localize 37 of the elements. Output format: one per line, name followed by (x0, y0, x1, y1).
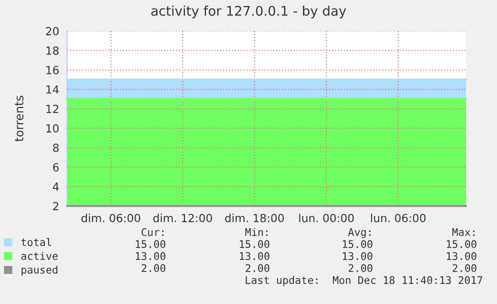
text: Avg: (348, 228, 370, 238)
text: 13.00 (342, 252, 372, 260)
text: 15.00 (342, 240, 372, 248)
text: 2.00 (142, 264, 166, 272)
y-axis-title: torrents (15, 96, 24, 142)
text: Min: (245, 228, 268, 236)
y-tick-label: 8 (53, 144, 59, 152)
text: 15.00 (240, 240, 270, 248)
text: 13.00 (240, 252, 270, 260)
text: Max: (452, 228, 474, 236)
x-tick-label: lun. 00:00 (299, 214, 354, 222)
text: 13.00 (136, 252, 166, 260)
y-tick-label: 14 (46, 85, 59, 94)
x-tick-label: dim. 12:00 (153, 214, 212, 222)
text: 2.00 (348, 264, 372, 272)
text: 2.00 (246, 264, 270, 272)
x-tick-label: lun. 06:00 (371, 214, 426, 222)
y-tick-label: 20 (46, 26, 59, 36)
y-tick-label: 6 (53, 163, 59, 172)
x-tick-label: dim. 18:00 (225, 214, 284, 222)
legend-label: paused (22, 266, 58, 276)
text: 15.00 (446, 240, 476, 248)
y-tick-label: 18 (46, 46, 59, 55)
y-tick-label: 12 (46, 104, 58, 113)
text: Last update: Mon Dec 18 11:40:13 2017 (246, 276, 482, 286)
y-tick-label: 16 (46, 66, 59, 74)
legend-label: total (21, 238, 52, 246)
legend-label: active (21, 252, 58, 260)
text: 13.00 (446, 252, 476, 260)
y-tick-label: 2 (53, 202, 58, 210)
text: 15.00 (136, 240, 166, 248)
y-tick-label: 10 (46, 124, 59, 133)
text: 2.00 (452, 264, 476, 272)
x-tick-label: dim. 06:00 (81, 214, 140, 222)
chart-title: activity for 127.0.0.1 - by day (151, 6, 346, 18)
text: Cur: (142, 228, 164, 236)
y-tick-label: 4 (52, 182, 59, 191)
